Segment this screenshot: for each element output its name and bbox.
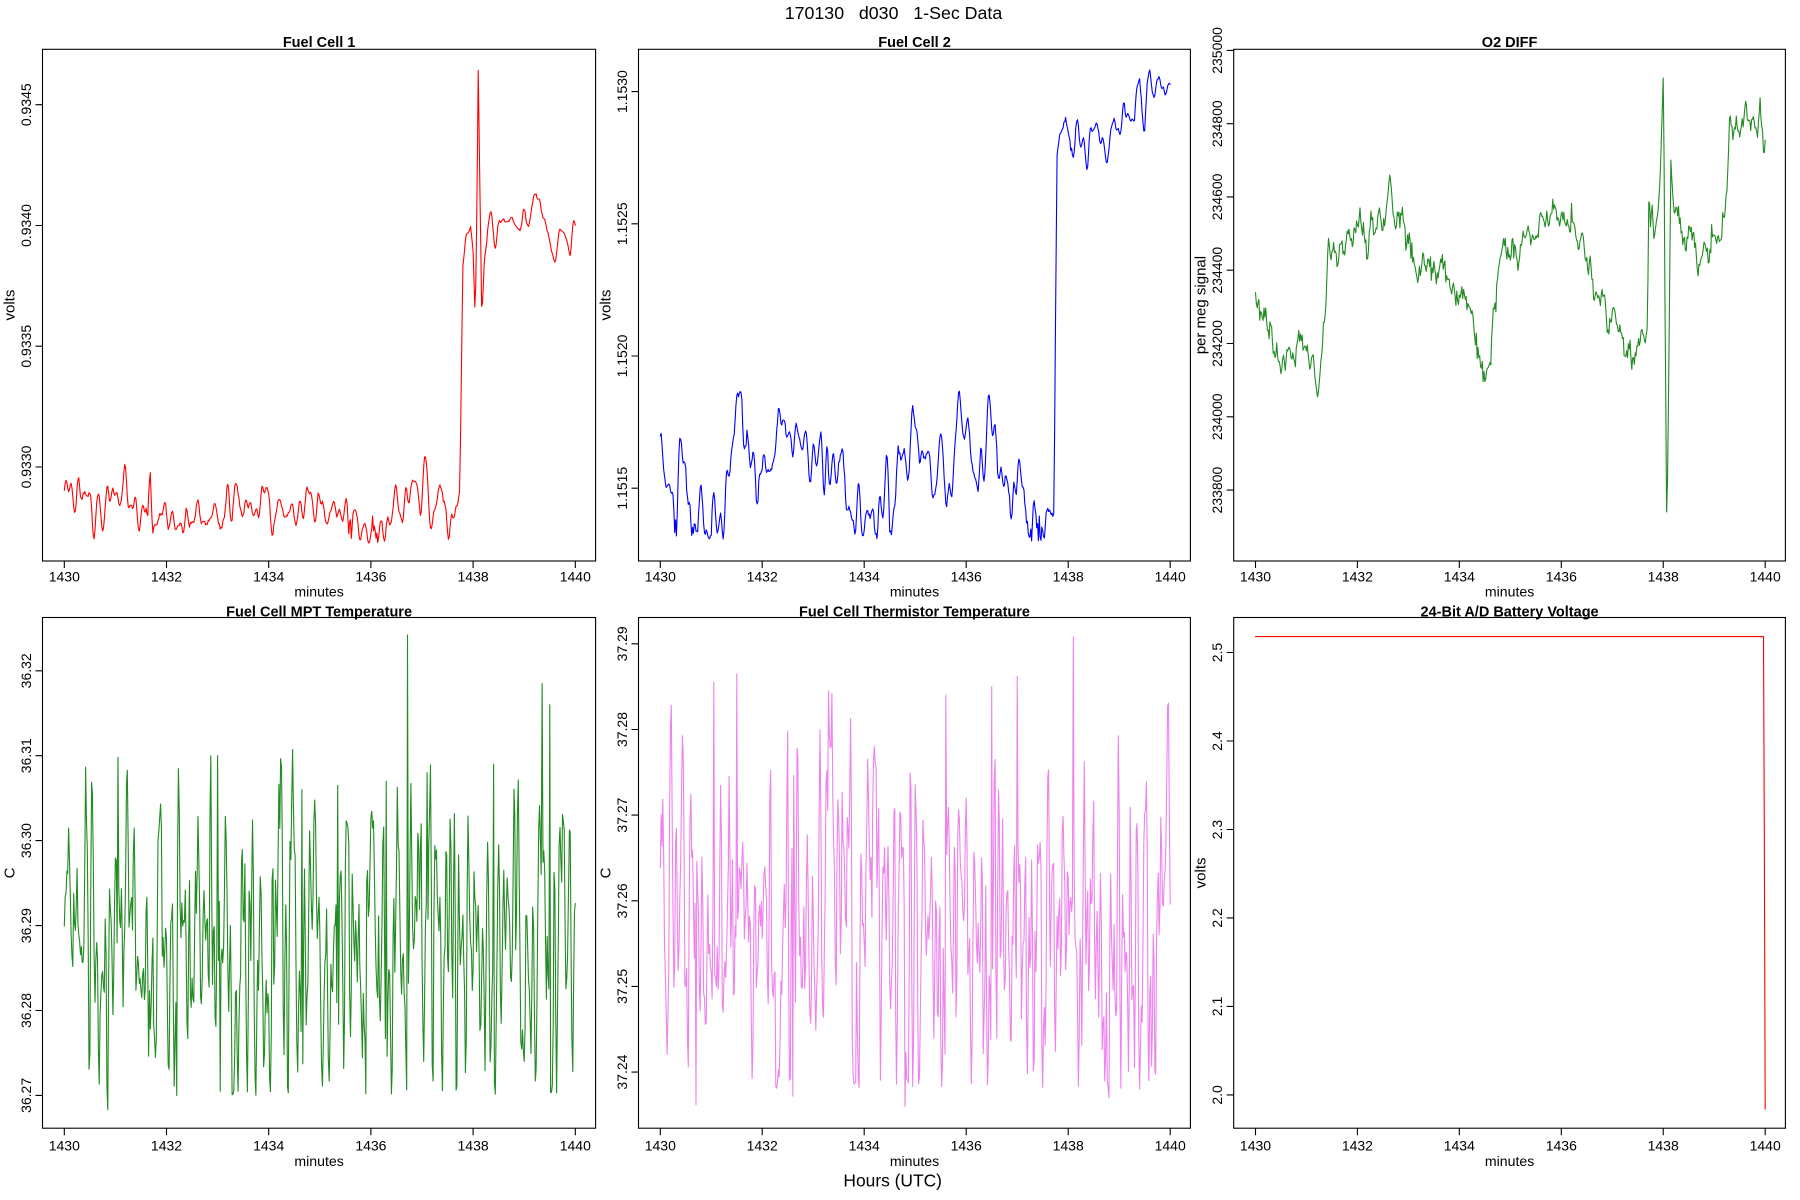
svg-text:1440: 1440: [560, 1137, 591, 1153]
svg-text:1430: 1430: [645, 1137, 676, 1153]
svg-text:1436: 1436: [355, 569, 386, 585]
svg-text:2.0: 2.0: [1209, 1085, 1225, 1105]
svg-text:1440: 1440: [560, 569, 591, 585]
svg-text:37.28: 37.28: [614, 712, 630, 747]
svg-text:36.29: 36.29: [18, 908, 34, 943]
svg-text:minutes: minutes: [1485, 584, 1534, 600]
svg-text:234200: 234200: [1209, 320, 1225, 367]
svg-text:Fuel Cell 2: Fuel Cell 2: [878, 35, 951, 51]
svg-text:Fuel Cell Thermistor Temperatu: Fuel Cell Thermistor Temperature: [799, 605, 1030, 621]
svg-text:1434: 1434: [849, 1137, 880, 1153]
svg-text:2.2: 2.2: [1209, 908, 1225, 928]
svg-text:1432: 1432: [747, 1137, 778, 1153]
svg-text:1436: 1436: [1546, 1137, 1577, 1153]
svg-text:1.1520: 1.1520: [614, 334, 630, 377]
svg-text:2.3: 2.3: [1209, 820, 1225, 840]
svg-text:234600: 234600: [1209, 173, 1225, 220]
svg-text:minutes: minutes: [890, 584, 939, 600]
svg-text:1436: 1436: [951, 569, 982, 585]
svg-text:36.32: 36.32: [18, 653, 34, 688]
svg-text:36.31: 36.31: [18, 738, 34, 773]
svg-text:1.1515: 1.1515: [614, 467, 630, 510]
svg-text:1430: 1430: [49, 569, 80, 585]
svg-text:1432: 1432: [1342, 1137, 1373, 1153]
svg-text:1432: 1432: [151, 569, 182, 585]
svg-text:1438: 1438: [1648, 1137, 1679, 1153]
svg-text:1438: 1438: [1053, 569, 1084, 585]
svg-text:1438: 1438: [458, 1137, 489, 1153]
svg-text:0.9345: 0.9345: [18, 83, 34, 126]
svg-text:1438: 1438: [458, 569, 489, 585]
svg-text:1434: 1434: [253, 1137, 284, 1153]
svg-text:1432: 1432: [1342, 569, 1373, 585]
svg-text:2.5: 2.5: [1209, 643, 1225, 663]
svg-text:1.1525: 1.1525: [614, 202, 630, 245]
svg-text:37.29: 37.29: [614, 626, 630, 661]
svg-text:C: C: [2, 867, 19, 878]
svg-text:234800: 234800: [1209, 100, 1225, 147]
svg-text:36.30: 36.30: [18, 823, 34, 858]
svg-text:Hours (UTC): Hours (UTC): [843, 1171, 942, 1191]
svg-text:1440: 1440: [1155, 1137, 1186, 1153]
svg-text:1440: 1440: [1750, 569, 1781, 585]
svg-text:1438: 1438: [1053, 1137, 1084, 1153]
svg-text:1436: 1436: [951, 1137, 982, 1153]
svg-text:1434: 1434: [253, 569, 284, 585]
svg-text:C: C: [598, 867, 615, 878]
svg-text:37.26: 37.26: [614, 883, 630, 918]
svg-text:1438: 1438: [1648, 569, 1679, 585]
svg-text:1434: 1434: [1444, 1137, 1475, 1153]
svg-text:0.9330: 0.9330: [18, 445, 34, 488]
svg-text:1430: 1430: [1240, 1137, 1271, 1153]
svg-text:minutes: minutes: [890, 1153, 939, 1169]
svg-text:37.27: 37.27: [614, 797, 630, 832]
svg-text:2.4: 2.4: [1209, 731, 1225, 751]
svg-text:1434: 1434: [1444, 569, 1475, 585]
svg-text:234400: 234400: [1209, 247, 1225, 294]
svg-text:minutes: minutes: [294, 1153, 343, 1169]
svg-text:37.25: 37.25: [614, 969, 630, 1004]
svg-text:1430: 1430: [1240, 569, 1271, 585]
svg-text:Fuel Cell 1: Fuel Cell 1: [283, 35, 356, 51]
svg-text:24-Bit A/D Battery Voltage: 24-Bit A/D Battery Voltage: [1421, 605, 1599, 621]
svg-text:2.1: 2.1: [1209, 996, 1225, 1016]
svg-text:235000: 235000: [1209, 27, 1225, 74]
svg-text:1434: 1434: [849, 569, 880, 585]
svg-text:O2 DIFF: O2 DIFF: [1482, 35, 1538, 51]
svg-text:0.9335: 0.9335: [18, 325, 34, 368]
svg-text:36.28: 36.28: [18, 993, 34, 1028]
svg-text:1436: 1436: [355, 1137, 386, 1153]
svg-text:0.9340: 0.9340: [18, 204, 34, 247]
svg-text:1430: 1430: [645, 569, 676, 585]
svg-text:1440: 1440: [1750, 1137, 1781, 1153]
svg-text:volts: volts: [2, 290, 19, 321]
svg-text:1.1530: 1.1530: [614, 70, 630, 113]
svg-text:minutes: minutes: [294, 584, 343, 600]
svg-text:Fuel Cell MPT Temperature: Fuel Cell MPT Temperature: [226, 605, 412, 621]
svg-text:1432: 1432: [151, 1137, 182, 1153]
svg-text:per meg signal: per meg signal: [1193, 256, 1210, 354]
svg-text:1432: 1432: [747, 569, 778, 585]
svg-text:37.24: 37.24: [614, 1054, 630, 1089]
svg-text:1430: 1430: [49, 1137, 80, 1153]
svg-text:233800: 233800: [1209, 467, 1225, 514]
svg-text:1440: 1440: [1155, 569, 1186, 585]
svg-text:36.27: 36.27: [18, 1078, 34, 1113]
svg-text:170130 d030 1-Sec Data: 170130 d030 1-Sec Data: [785, 3, 1003, 23]
svg-text:volts: volts: [1193, 857, 1210, 888]
svg-text:234000: 234000: [1209, 393, 1225, 440]
svg-text:volts: volts: [598, 290, 615, 321]
svg-text:1436: 1436: [1546, 569, 1577, 585]
svg-text:minutes: minutes: [1485, 1153, 1534, 1169]
